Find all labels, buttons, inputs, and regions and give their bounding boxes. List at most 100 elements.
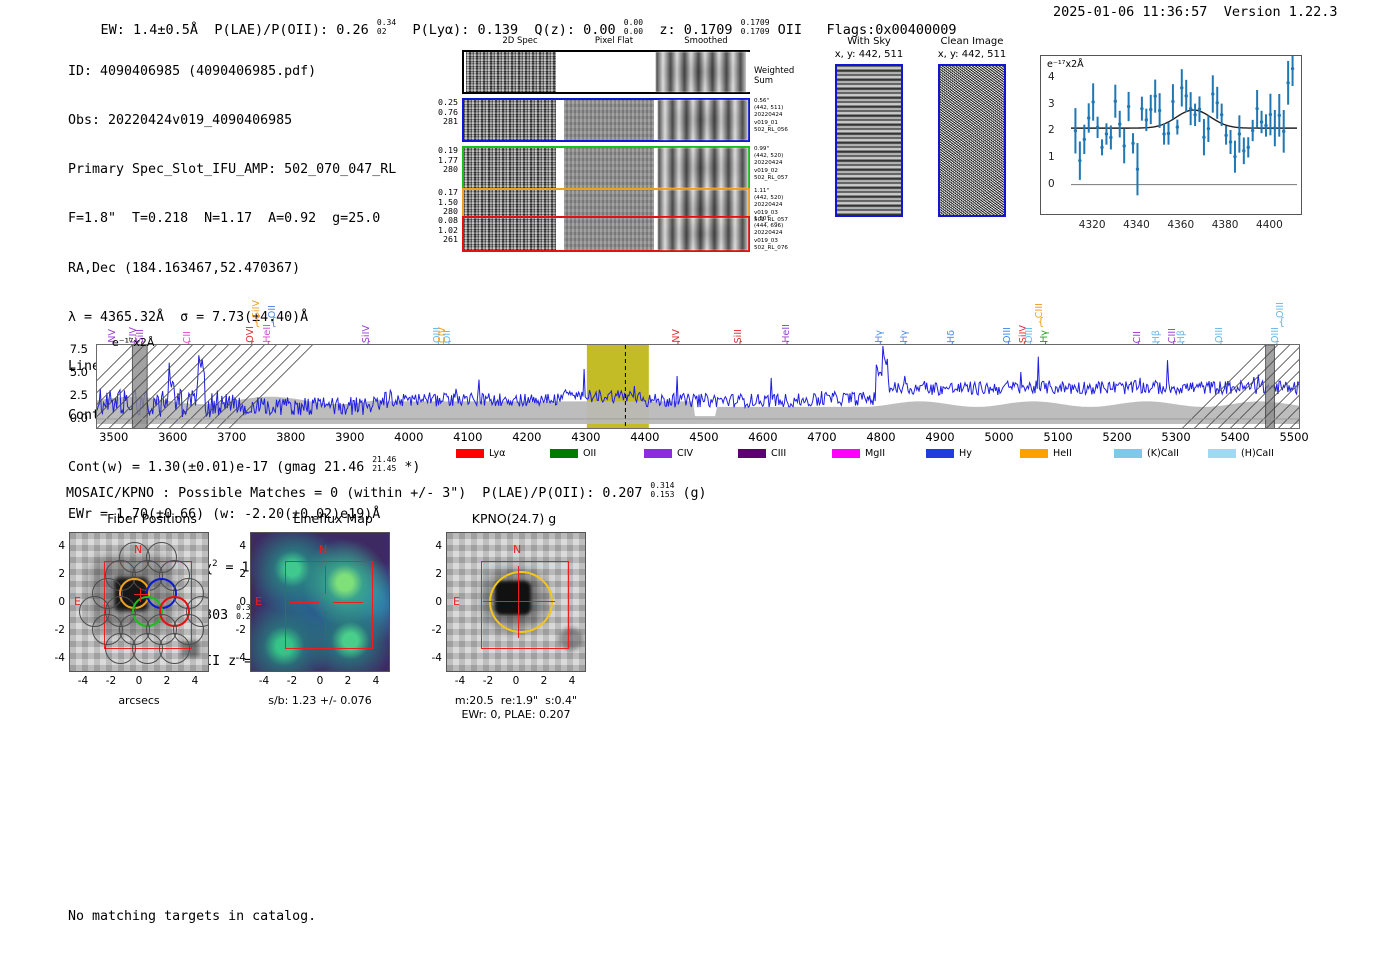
line-fit-xtick: 4400 (1256, 219, 1283, 231)
mosaic-matches-text: MOSAIC/KPNO : Possible Matches = 0 (with… (66, 486, 643, 501)
mosaic-xtick: 0 (316, 675, 324, 687)
spec2d-row-1-meta: 0.99" (442, 520) 20220424 v019_02 502_RL… (754, 146, 788, 181)
legend-item-mgii: MgII (832, 447, 885, 459)
spectrum-xtick: 3500 (99, 430, 129, 444)
cutout-with-sky-coords: x, y: 442, 511 (834, 48, 904, 60)
mosaic-ytick: -4 (235, 652, 246, 664)
info-radec: RA,Dec (184.163467,52.470367) (68, 260, 301, 276)
spectrum-line-bracket: { (1278, 315, 1286, 328)
full-spectrum-svg (97, 345, 1299, 428)
header-flags: Flags:0x00400009 (826, 22, 957, 38)
spectrum-xtick: 4800 (866, 430, 896, 444)
legend-swatch (550, 448, 578, 458)
legend-item-heii: HeII (1020, 447, 1072, 459)
mosaic-xtick: -2 (105, 675, 117, 687)
fiber-positions-north-label: N (134, 543, 143, 556)
header-version: Version 1.22.3 (1223, 4, 1338, 20)
mosaic-xtick: 0 (135, 675, 143, 687)
line-fit-xtick: 4360 (1167, 219, 1195, 231)
mosaic-ytick: -4 (431, 652, 442, 664)
mosaic-xtick: 2 (163, 675, 171, 687)
spectrum-ytick: 5.0 (69, 364, 88, 379)
lineflux-north-label: N (319, 543, 328, 556)
spectrum-legend: Lyα OII CIV CIII MgII Hy HeII (K)CaII (H)CaII (0, 447, 1400, 461)
mosaic-xtick: -2 (482, 675, 494, 687)
mosaic-ytick: -4 (54, 652, 65, 664)
info-ewr: EWr = 1.70(±0.66) (w: -2.20(±0.02)e19)Å (68, 506, 381, 522)
spectrum-xtick: 5500 (1279, 430, 1309, 444)
line-fit-xtick: 4380 (1211, 219, 1239, 231)
footer-note: No matching targets in catalog. Row inte… (68, 874, 316, 953)
lineflux-fov-box (285, 561, 373, 649)
spectrum-x-ticks: 3500 3600 3700 3800 3900 4000 4100 4200 4300 4400… (0, 430, 1400, 446)
lineflux-map-title: Lineflux Map (293, 511, 373, 526)
info-plae-range: 0.386 0.252 (236, 603, 261, 622)
legend-item-civ: CIV (644, 447, 693, 459)
legend-label: OII (583, 447, 597, 459)
line-fit-ytick: 4 (1048, 71, 1055, 83)
info-id: ID: 4090406985 (4090406985.pdf) (68, 63, 317, 79)
spectrum-xtick: 4100 (453, 430, 483, 444)
spectrum-xtick: 5300 (1161, 430, 1191, 444)
spec2d-col-title-2: Smoothed (684, 36, 728, 46)
spec2d-weighted-sum-label: Weighted Sum (754, 66, 795, 86)
legend-label: HeII (1053, 447, 1072, 459)
line-fit-ytick: 2 (1048, 124, 1055, 137)
spec2d-col-title-0: 2D Spec (502, 36, 538, 46)
cutout-with-sky: With Sky x, y: 442, 511 (826, 36, 912, 217)
fiber-positions-east-label: E (74, 595, 81, 608)
info-gmag-range: 21.46 21.45 (372, 455, 397, 474)
spec2d-row-2-values: 0.17 1.50 280 (438, 187, 458, 217)
legend-swatch (832, 448, 860, 458)
line-fit-ytick: 3 (1048, 97, 1055, 110)
mosaic-xtick: 2 (540, 675, 548, 687)
mosaic-xtick: -4 (77, 675, 89, 687)
spectrum-y-ticks: 0.0 2.5 5.0 7.5 (0, 340, 96, 440)
legend-swatch (644, 448, 672, 458)
spectrum-xtick: 4200 (512, 430, 542, 444)
legend-label: MgII (865, 447, 886, 459)
spectrum-xtick: 3600 (158, 430, 188, 444)
kpno-north-label: N (513, 543, 522, 556)
legend-item-oii: OII (550, 447, 596, 459)
spectrum-line-bracket: { (253, 315, 261, 328)
cutout-clean-image: Clean Image x, y: 442, 511 (926, 36, 1018, 217)
mosaic-ytick: 4 (435, 540, 442, 552)
legend-label: (H)CaII (1241, 447, 1274, 459)
spectrum-line-bracket: { (1037, 315, 1045, 328)
line-fit-ytick: 1 (1048, 151, 1055, 163)
mosaic-ytick: -2 (235, 624, 246, 636)
legend-label: Lyα (489, 447, 506, 459)
fiber-positions-title: Fiber Positions (107, 511, 197, 526)
legend-item-kcaii: (K)CaII (1114, 447, 1179, 459)
spec2d-panel: 2D Spec Pixel Flat Smoothed Weighted Sum… (438, 36, 810, 252)
line-fit-xtick: 4320 (1078, 219, 1106, 231)
info-seeing: F=1.8" T=0.218 N=1.17 A=0.92 g=25.0 (68, 211, 381, 227)
kpno-fov-box (481, 561, 569, 649)
mosaic-ytick: 2 (435, 568, 442, 580)
cutout-clean-image (938, 64, 1006, 217)
cutout-with-sky-image (835, 64, 903, 217)
spectrum-xtick: 5400 (1220, 430, 1250, 444)
mosaic-ytick: 4 (58, 540, 65, 552)
mosaic-xtick: 2 (344, 675, 352, 687)
legend-label: (K)CaII (1147, 447, 1180, 459)
spectrum-xtick: 4900 (925, 430, 955, 444)
legend-item-ciii: CIII (738, 447, 786, 459)
legend-swatch (1114, 448, 1142, 458)
header-z-species: OII (777, 22, 803, 38)
spec2d-row-3-values: 0.08 1.02 261 (438, 215, 458, 245)
line-fit-plot-area: e⁻¹⁷x2Å (1040, 55, 1302, 215)
spec2d-row-0-meta: 0.56" (442, 511) 20220424 v019_01 502_RL… (754, 98, 788, 133)
legend-item-lyα: Lyα (456, 447, 505, 459)
full-spectrum-chart (96, 344, 1300, 429)
mosaic-ytick: 4 (239, 540, 246, 552)
line-fit-units: e⁻¹⁷x2Å (1047, 59, 1084, 70)
lineflux-map-image: N E (250, 532, 390, 672)
lineflux-east-label: E (255, 595, 262, 608)
header-plae-poii-range: 0.34 02 (376, 18, 397, 36)
legend-swatch (1020, 448, 1048, 458)
spectrum-units: e⁻¹⁷x2Å (112, 336, 155, 349)
lineflux-caption: s/b: 1.23 +/- 0.076 (268, 694, 372, 707)
mosaic-summary-line: MOSAIC/KPNO : Possible Matches = 0 (with… (66, 482, 707, 502)
